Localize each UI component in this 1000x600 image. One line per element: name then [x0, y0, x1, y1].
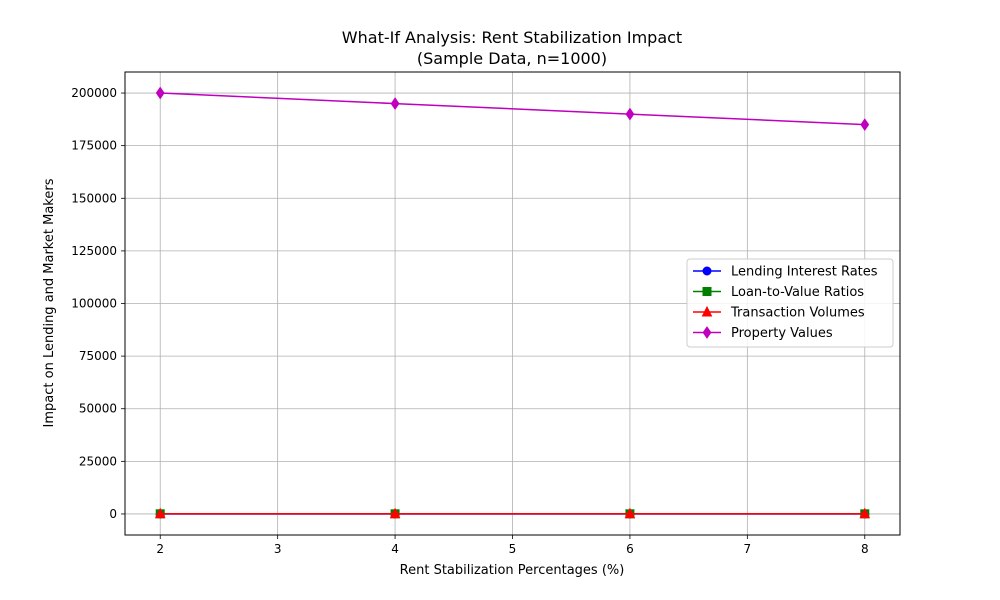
x-tick-label: 7: [744, 542, 752, 556]
series-transaction-volumes: [154, 507, 871, 519]
y-tick-label: 200000: [71, 86, 117, 100]
x-tick-label: 2: [156, 542, 164, 556]
y-tick-label: 50000: [79, 402, 117, 416]
y-axis-label: Impact on Lending and Market Makers: [42, 178, 57, 427]
series-property-values: [155, 86, 870, 131]
data-point: [625, 107, 635, 121]
series-line: [160, 92, 865, 126]
data-point: [155, 86, 165, 100]
plot-frame: [124, 71, 901, 536]
series-layer: [154, 86, 871, 519]
x-tick-label: 4: [391, 542, 399, 556]
chart-title-line1: What-If Analysis: Rent Stabilization Imp…: [342, 28, 682, 47]
y-tick-label: 125000: [71, 244, 117, 258]
x-tick-label: 3: [274, 542, 282, 556]
y-tick-label: 100000: [71, 297, 117, 311]
legend-label: Loan-to-Value Ratios: [731, 285, 864, 300]
legend-box: [686, 258, 894, 348]
axis-ticks: 2 3 4 5 6 7 8 0 25000 50000 75000 100000 125000 15000…: [71, 86, 868, 556]
y-tick-label: 0: [109, 507, 117, 521]
data-point: [390, 97, 400, 110]
y-tick-label: 175000: [71, 139, 117, 153]
data-point: [389, 507, 401, 519]
x-tick-label: 8: [861, 542, 869, 556]
legend-label: Transaction Volumes: [730, 306, 865, 321]
x-axis-label: Rent Stabilization Percentages (%): [400, 563, 625, 578]
legend: Lending Interest Rates Loan-to-Value Rati…: [686, 258, 894, 348]
legend-marker: [702, 326, 712, 339]
legend-marker: [702, 287, 712, 296]
x-tick-label: 6: [626, 542, 634, 556]
y-tick-label: 150000: [71, 191, 117, 205]
legend-label: Lending Interest Rates: [731, 265, 878, 280]
x-tick-label: 5: [509, 542, 517, 556]
y-tick-label: 25000: [79, 454, 117, 468]
legend-label: Property Values: [731, 326, 833, 341]
data-point: [859, 507, 871, 519]
data-point: [154, 507, 166, 519]
chart-title-line2: (Sample Data, n=1000): [417, 49, 607, 68]
legend-marker: [702, 266, 712, 276]
data-point: [860, 118, 870, 131]
y-tick-label: 75000: [79, 349, 117, 363]
legend-marker: [701, 305, 713, 317]
data-point: [624, 507, 636, 519]
